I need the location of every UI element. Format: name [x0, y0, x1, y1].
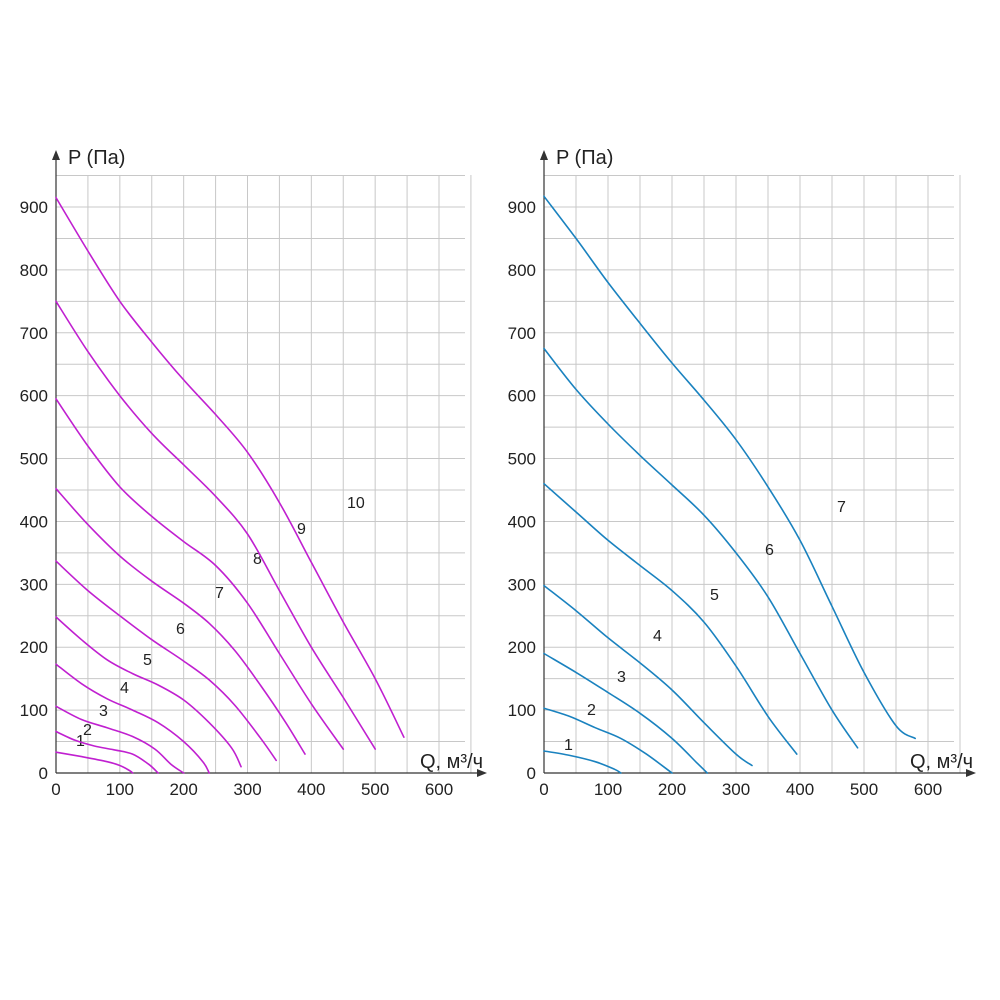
curve-label-1: 1	[564, 737, 573, 754]
curve-2	[55, 730, 159, 774]
curve-10	[55, 196, 405, 738]
y-tick-label: 700	[20, 324, 48, 343]
y-tick-label: 400	[20, 512, 48, 531]
y-tick-label: 600	[20, 387, 48, 406]
y-tick-label: 200	[20, 638, 48, 657]
curve-1	[55, 751, 134, 774]
y-axis-arrow	[52, 150, 60, 160]
curve-4	[55, 663, 210, 774]
x-tick-label: 400	[786, 780, 814, 799]
curve-4	[543, 584, 753, 767]
grid	[56, 175, 472, 773]
y-tick-label: 300	[20, 575, 48, 594]
curve-5	[543, 482, 798, 755]
x-axis-arrow	[966, 769, 976, 777]
curve-label-4: 4	[120, 680, 129, 697]
curve-label-7: 7	[837, 499, 846, 516]
y-tick-label: 100	[508, 701, 536, 720]
x-tick-label: 200	[169, 780, 197, 799]
curve-label-4: 4	[653, 628, 662, 645]
y-tick-label: 900	[508, 198, 536, 217]
x-tick-label: 500	[850, 780, 878, 799]
y-axis-title: P (Па)	[556, 147, 613, 169]
curve-9	[55, 300, 376, 750]
y-tick-label: 600	[508, 387, 536, 406]
x-tick-label: 500	[361, 780, 389, 799]
curve-label-2: 2	[83, 722, 92, 739]
x-tick-label: 100	[594, 780, 622, 799]
x-tick-label: 400	[297, 780, 325, 799]
y-axis-title: P (Па)	[68, 147, 125, 169]
curve-label-9: 9	[297, 521, 306, 538]
x-tick-label: 300	[233, 780, 261, 799]
x-axis-title: Q, м³/ч	[910, 751, 973, 773]
curve-2	[543, 707, 673, 774]
curve-label-5: 5	[710, 587, 719, 604]
curve-6	[543, 347, 859, 749]
curve-label-3: 3	[617, 669, 626, 686]
x-tick-label: 200	[658, 780, 686, 799]
y-axis-arrow	[540, 150, 548, 160]
curve-label-5: 5	[143, 652, 152, 669]
y-tick-label: 0	[39, 764, 48, 783]
x-tick-label: 0	[51, 780, 60, 799]
y-tick-label: 800	[20, 261, 48, 280]
chart-panel-2: 0 100 200 300 400 500 600 0 100 200 300 400 500 600 70…	[508, 147, 976, 799]
curve-label-8: 8	[253, 551, 262, 568]
curve-label-2: 2	[587, 702, 596, 719]
y-tick-label: 0	[527, 764, 536, 783]
curve-5	[55, 616, 242, 768]
y-tick-label: 400	[508, 512, 536, 531]
x-tick-label: 600	[914, 780, 942, 799]
curve-8	[55, 398, 345, 750]
y-tick-label: 300	[508, 575, 536, 594]
curve-1	[543, 750, 622, 774]
curve-6	[55, 560, 277, 762]
y-tick-label: 700	[508, 324, 536, 343]
y-tick-label: 900	[20, 198, 48, 217]
curve-label-6: 6	[176, 621, 185, 638]
y-tick-label: 100	[20, 701, 48, 720]
x-axis-title: Q, м³/ч	[420, 751, 483, 773]
grid	[544, 175, 961, 773]
y-tick-label: 500	[20, 450, 48, 469]
y-tick-label: 500	[508, 450, 536, 469]
x-axis-arrow	[477, 769, 487, 777]
y-tick-label: 800	[508, 261, 536, 280]
curve-label-10: 10	[347, 495, 365, 512]
x-tick-label: 0	[539, 780, 548, 799]
curve-label-7: 7	[215, 585, 224, 602]
x-tick-label: 600	[425, 780, 453, 799]
x-tick-label: 300	[722, 780, 750, 799]
curve-3	[543, 652, 708, 774]
curve-label-3: 3	[99, 703, 108, 720]
x-tick-label: 100	[106, 780, 134, 799]
curve-3	[55, 705, 185, 774]
curve-7	[55, 487, 306, 755]
curve-7	[543, 195, 916, 740]
chart-panel-1: 0 100 200 300 400 500 600 0 100 200 300 400 500 600 70…	[20, 147, 487, 799]
curve-label-6: 6	[765, 542, 774, 559]
y-tick-label: 200	[508, 638, 536, 657]
